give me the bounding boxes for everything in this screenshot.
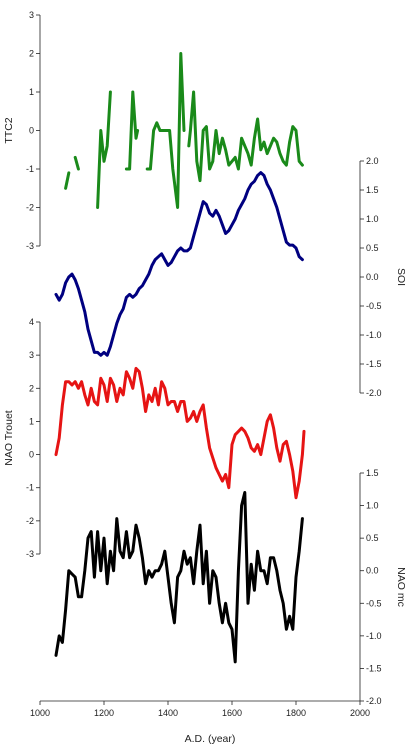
nao-mc-y-tick-label: -1.0 <box>366 631 382 641</box>
ttc2-series-line <box>96 90 112 209</box>
nao-trouet-y-tick-label: 3 <box>29 350 34 360</box>
x-tick-label: 1000 <box>30 708 50 718</box>
nao-trouet-y-tick-label: 2 <box>29 383 34 393</box>
soi-series-line <box>54 171 304 357</box>
ttc2-y-tick-label: 0 <box>29 126 34 136</box>
ttc2-y-tick-label: -3 <box>26 241 34 251</box>
x-tick-label: 1600 <box>222 708 242 718</box>
ttc2-y-tick-label: 2 <box>29 49 34 59</box>
nao-mc-y-tick-label: 0.5 <box>366 533 379 543</box>
series-lines-group <box>54 52 306 664</box>
nao-trouet-y-tick-label: -1 <box>26 483 34 493</box>
nao-mc-y-tick-label: -0.5 <box>366 598 382 608</box>
soi-y-tick-label: -1.5 <box>366 359 382 369</box>
nao-mc-y-tick-label: -2.0 <box>366 696 382 706</box>
soi-y-tick-label: 2.0 <box>366 156 379 166</box>
ttc2-y-tick-label: -1 <box>26 164 34 174</box>
x-axis-label: A.D. (year) <box>185 733 236 745</box>
soi-y-tick-label: -0.5 <box>366 301 382 311</box>
ttc2-series-line <box>73 155 80 171</box>
x-tick-label: 1200 <box>94 708 114 718</box>
ttc2-y-tick-label: -2 <box>26 203 34 213</box>
nao-trouet-y-tick-label: 4 <box>29 317 34 327</box>
nao-trouet-y-tick-label: 1 <box>29 416 34 426</box>
ttc2-series-line <box>124 90 140 171</box>
nao-mc-y-axis-label: NAO mc <box>395 567 407 607</box>
nao-trouet-y-tick-label: -3 <box>26 549 34 559</box>
soi-y-axis-label: SOI <box>395 268 407 286</box>
nao-mc-y-tick-label: 1.0 <box>366 501 379 511</box>
ttc2-series-line <box>145 52 186 209</box>
x-tick-label: 1800 <box>286 708 306 718</box>
soi-y-tick-label: 0.0 <box>366 272 379 282</box>
nao-trouet-y-tick-label: -2 <box>26 516 34 526</box>
axes-group: 3 2 1 0 -1 -2 -3 TTC2 2.0 1.5 1.0 0.5 0.0 -0.5 -1.0 -1.… <box>3 10 407 718</box>
ttc2-series-line <box>64 171 71 190</box>
soi-y-tick-label: 1.0 <box>366 214 379 224</box>
ttc2-y-tick-label: 3 <box>29 10 34 20</box>
nao-trouet-y-tick-label: 0 <box>29 450 34 460</box>
nao-mc-y-tick-label: 0.0 <box>366 566 379 576</box>
ttc2-y-axis-label: TTC2 <box>3 117 15 143</box>
nao-mc-y-tick-label: -1.5 <box>366 663 382 673</box>
soi-y-tick-label: -2.0 <box>366 388 382 398</box>
soi-y-tick-label: 0.5 <box>366 243 379 253</box>
ttc2-y-tick-label: 1 <box>29 87 34 97</box>
ttc2-series-line <box>187 90 304 183</box>
nao-mc-series-line <box>54 491 304 664</box>
nao-mc-y-tick-label: 1.5 <box>366 468 379 478</box>
nao-trouet-series-line <box>54 366 306 500</box>
soi-y-tick-label: -1.0 <box>366 330 382 340</box>
soi-y-tick-label: 1.5 <box>366 185 379 195</box>
x-tick-label: 2000 <box>350 708 370 718</box>
x-tick-label: 1400 <box>158 708 178 718</box>
nao-trouet-y-axis-label: NAO Trouet <box>3 410 15 466</box>
